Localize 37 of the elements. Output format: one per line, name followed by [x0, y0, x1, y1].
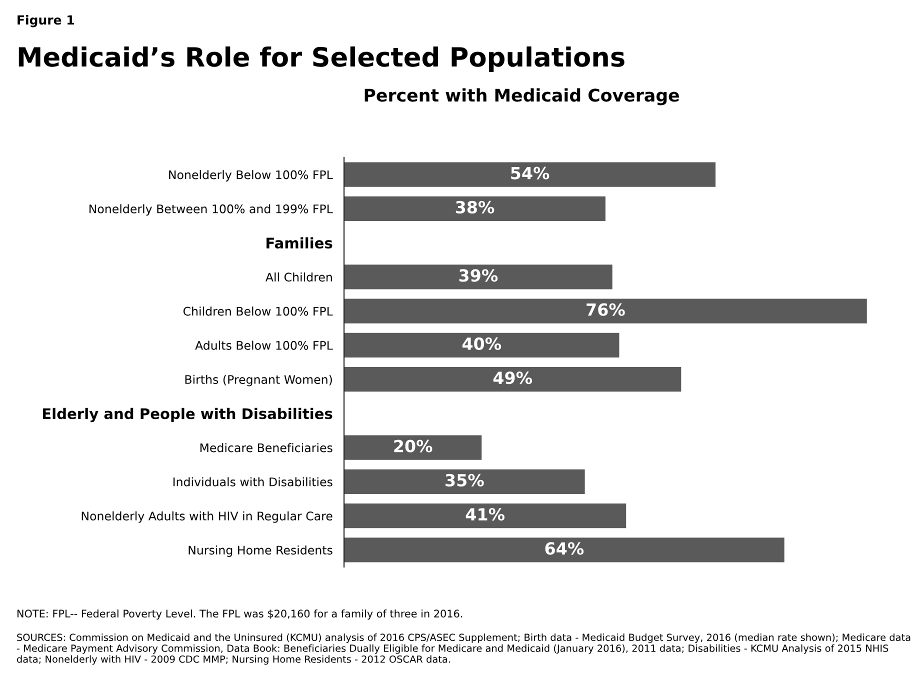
y-tick-label: Medicare Beneficiaries [200, 443, 332, 452]
text: NOTE: FPL-- Federal Poverty Level. The FPL was $20,160 for a family of three in 2016. [17, 609, 462, 620]
data-label: 54% [511, 166, 550, 180]
data-label: 76% [586, 303, 625, 316]
bar [344, 504, 626, 528]
y-tick-label: Nonelderly Between 100% and 199% FPL [90, 204, 333, 216]
data-label: 39% [459, 269, 498, 282]
y-tick-label: Children Below 100% FPL [183, 306, 333, 316]
chart-subtitle: Percent with Medicaid Coverage [364, 88, 680, 106]
data-label: 20% [394, 440, 432, 452]
y-tick-label: All Children [266, 272, 332, 282]
bar [344, 162, 716, 187]
bar [344, 469, 585, 494]
y-tick-label: Nonelderly Below 100% FPL [169, 170, 333, 182]
bar [344, 435, 482, 460]
data-label: 64% [545, 542, 584, 555]
data-label: 49% [493, 372, 532, 384]
bar [344, 538, 784, 562]
y-tick-label: Elderly and People with Disabilities [42, 408, 332, 422]
chart-title: Medicaid’s Role for Selected Populations [18, 46, 624, 72]
y-tick-label: Adults Below 100% FPL [195, 340, 333, 350]
data-label: 35% [446, 474, 484, 487]
y-tick-label: Individuals with Disabilities [173, 477, 332, 486]
y-tick-label: Nursing Home Residents [188, 545, 332, 557]
bar [344, 367, 682, 392]
data-label: 38% [456, 200, 494, 214]
y-tick-label: Births (Pregnant Women) [185, 374, 332, 386]
bar [344, 298, 867, 324]
data-label: 41% [466, 508, 504, 521]
bar [344, 196, 606, 221]
y-tick-label: Nonelderly Adults with HIV in Regular Care [82, 511, 332, 523]
source-note: SOURCES: Commission on Medicaid and the Uninsured (KCMU) analysis of 2016 CPS/ASEC Supplement; Birth data - Medicaid Budget Survey, 2016 (median rate shown); Medicare data - Medicare Payment Advisory Commission, Data Book: Beneficiaries Dually Eligible for Medicare and Medicaid (January 2016), 2011 data; Disabilities - KCMU Analysis of 2015 NHIS data; Nonelderly with HIV - 2009 CDC MMP; Nursing Home Residents - 2012 OSCAR data. [16, 634, 910, 665]
bar [344, 332, 620, 358]
y-tick-label: Families [266, 237, 332, 249]
caption: Figure 1 [18, 15, 74, 28]
data-label: 40% [462, 337, 502, 350]
bar [344, 264, 612, 290]
